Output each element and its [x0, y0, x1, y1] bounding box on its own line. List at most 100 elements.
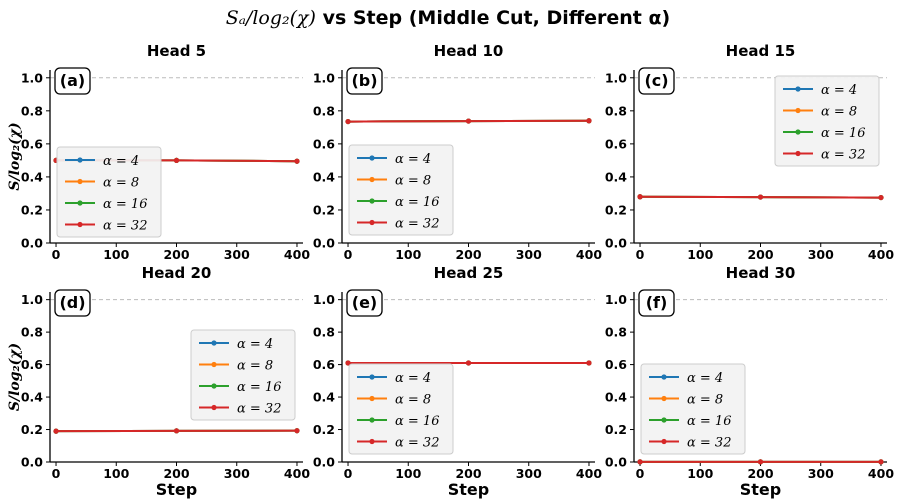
chart-title: Head 30 [726, 264, 796, 282]
x-tick-label: 0 [344, 247, 353, 262]
panel-label-box [346, 289, 383, 317]
x-tick-label: 400 [868, 247, 894, 262]
x-tick-label: 300 [224, 466, 250, 481]
legend-entry: α = 32 [237, 402, 281, 417]
x-axis-label: Step [156, 480, 197, 499]
legend-entry: α = 8 [395, 393, 431, 408]
x-tick-label: 300 [808, 247, 834, 262]
x-tick-label: 200 [455, 247, 481, 262]
y-tick-label: 0.8 [605, 103, 627, 118]
x-axis-label: Step [448, 480, 489, 499]
x-tick-label: 200 [163, 247, 189, 262]
x-tick-label: 100 [687, 247, 713, 262]
data-point [53, 428, 59, 434]
legend-swatch-marker [369, 417, 375, 423]
y-tick-label: 0.2 [605, 202, 627, 217]
y-tick-label: 0.8 [21, 325, 43, 340]
chart-panel-2: Head 10 0.0 0.2 0.4 0.6 0.8 1.0 0 100 200 300 400 (b… [313, 42, 602, 262]
legend: α = 4 α = 8 α = 16 α = 32 [774, 75, 880, 167]
panel-label-box [638, 289, 675, 317]
legend-entry: α = 4 [103, 154, 139, 169]
y-tick-label: 0.2 [313, 202, 335, 217]
y-tick-label: 0.8 [21, 103, 43, 118]
data-point [345, 118, 351, 125]
legend-swatch-marker [77, 157, 83, 163]
legend-entry: α = 4 [395, 152, 431, 167]
x-tick-label: 0 [636, 247, 645, 262]
figure-title-math: Sₐ/log₂(χ) [226, 7, 316, 29]
x-tick-label: 0 [344, 466, 353, 481]
y-tick-label: 0.2 [21, 422, 43, 437]
x-tick-label: 400 [576, 247, 602, 262]
y-tick-label: 1.0 [21, 292, 43, 307]
panel-label-box [54, 289, 91, 317]
legend-swatch-marker [661, 417, 667, 423]
data-point [173, 157, 180, 163]
data-point [637, 194, 643, 200]
legend: α = 4 α = 8 α = 16 α = 32 [348, 363, 454, 455]
y-tick-label: 0.2 [21, 202, 43, 217]
x-tick-label: 100 [395, 247, 421, 262]
legend-entry: α = 16 [821, 126, 865, 141]
legend-entry: α = 16 [103, 197, 147, 212]
panel-label: (a) [54, 67, 91, 95]
legend-entry: α = 4 [395, 371, 431, 386]
data-point [878, 459, 884, 465]
x-tick-label: 0 [52, 466, 61, 481]
legend-swatch-marker [795, 129, 801, 135]
legend-entry: α = 16 [395, 195, 439, 210]
y-tick-label: 0.6 [313, 136, 335, 151]
data-point [173, 428, 180, 434]
x-tick-label: 400 [868, 466, 894, 481]
legend-box [348, 144, 454, 236]
legend-box [56, 146, 162, 238]
chart-title: Head 15 [726, 42, 796, 60]
data-point [757, 194, 764, 200]
panel-label-text: (c) [644, 71, 668, 90]
figure-title: Sₐ/log₂(χ) vs Step (Middle Cut, Differen… [226, 7, 670, 29]
x-tick-label: 200 [455, 466, 481, 481]
legend-swatch-marker [795, 150, 801, 157]
x-axis-label: Step [740, 480, 781, 499]
legend-swatch-marker [661, 438, 667, 445]
legend-swatch-marker [211, 361, 217, 368]
data-point [465, 118, 472, 124]
legend: α = 4 α = 8 α = 16 α = 32 [56, 146, 162, 238]
legend-swatch-marker [369, 198, 375, 204]
data-point [465, 360, 472, 366]
legend-swatch-marker [369, 438, 375, 445]
y-tick-label: 0.6 [605, 136, 627, 151]
y-tick-label: 0.8 [313, 325, 335, 340]
panel-label-box [638, 67, 675, 95]
y-tick-label: 0.6 [313, 357, 335, 372]
legend-swatch-marker [369, 219, 375, 226]
legend-entry: α = 8 [103, 176, 139, 191]
legend-entry: α = 4 [237, 337, 273, 352]
panel-label: (e) [346, 289, 383, 317]
x-tick-label: 0 [52, 247, 61, 262]
legend-entry: α = 16 [237, 380, 281, 395]
y-tick-label: 1.0 [605, 292, 627, 307]
legend-box [348, 363, 454, 455]
y-tick-label: 0.4 [21, 390, 43, 405]
x-tick-label: 300 [516, 247, 542, 262]
chart-panel-3: Head 15 0.0 0.2 0.4 0.6 0.8 1.0 0 100 200 300 400 (c… [605, 42, 894, 262]
legend: α = 4 α = 8 α = 16 α = 32 [640, 363, 746, 455]
chart-panel-1: Head 5 0.0 0.2 0.4 0.6 0.8 1.0 0 100 200 300 400 S/l… [7, 42, 310, 262]
y-tick-label: 1.0 [313, 292, 335, 307]
x-tick-label: 400 [284, 466, 310, 481]
chart-panel-5: Head 25 0.0 0.2 0.4 0.6 0.8 1.0 0 100 200 300 400 St… [313, 264, 602, 499]
x-tick-label: 100 [687, 466, 713, 481]
x-tick-label: 100 [103, 247, 129, 262]
panel-label-text: (b) [351, 71, 377, 90]
data-point [345, 360, 351, 366]
legend-swatch-marker [211, 340, 217, 346]
data-point [294, 428, 300, 434]
y-tick-label: 0.0 [313, 455, 335, 470]
legend: α = 4 α = 8 α = 16 α = 32 [348, 144, 454, 236]
x-tick-label: 400 [576, 466, 602, 481]
x-tick-label: 400 [284, 247, 310, 262]
chart-title: Head 20 [142, 264, 212, 282]
x-tick-label: 300 [516, 466, 542, 481]
chart-panel-4: Head 20 0.0 0.2 0.4 0.6 0.8 1.0 0 100 200 300 400 St… [7, 264, 310, 499]
